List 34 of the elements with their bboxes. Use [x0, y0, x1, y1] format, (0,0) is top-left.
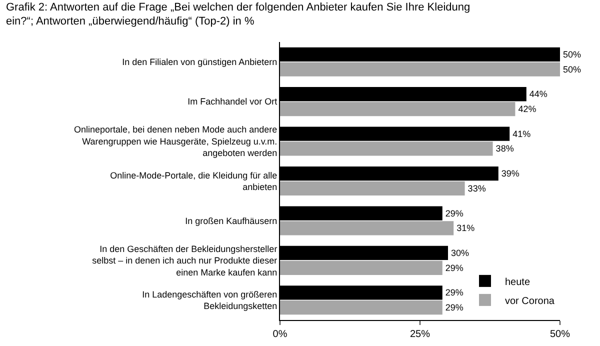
data-label: 29%: [445, 288, 464, 298]
y-tick-label: In Ladengeschäften von größeren Bekleidungsketten: [142, 289, 278, 312]
y-tick-label: In den Geschäften der Bekleidungshersteller selbst – in denen ich auch nur Produkte dieser einen Marke kaufen kann: [92, 244, 278, 278]
data-label: 33%: [468, 183, 486, 194]
x-tick-label: 0%: [272, 329, 288, 340]
bar: [280, 142, 493, 156]
x-tick-label: 25%: [410, 329, 430, 340]
data-label: 29%: [445, 302, 464, 313]
y-tick-label: Online-Mode-Portale, die Kleidung für alle anbieten: [110, 170, 278, 192]
data-label: 39%: [501, 168, 520, 179]
bar: [280, 260, 442, 275]
data-label: 41%: [512, 128, 531, 139]
data-label: 38%: [496, 144, 514, 154]
y-tick-label: Im Fachhandel vor Ort: [188, 96, 278, 107]
chart-title: Grafik 2: Antworten auf die Frage „Bei welchen der folgenden Anbieter kaufen Sie Ihre Kleidung ein?“; Antworten „überwiegend/häufig“ (Top-2) in %: [6, 1, 470, 28]
data-label: 30%: [451, 248, 470, 258]
data-label: 29%: [445, 208, 464, 218]
y-tick-label: Onlineportale, bei denen neben Mode auch andere Warengruppen wie Hausgeräte, Spielzeug u.v.m. angeboten werden: [74, 124, 278, 158]
bar: [280, 102, 516, 116]
y-tick-label: In großen Kaufhäusern: [185, 216, 278, 226]
legend-label: vor Corona: [505, 296, 555, 307]
bar: [280, 300, 442, 315]
x-tick-label: 50%: [550, 329, 570, 340]
bar: [280, 62, 560, 76]
data-label: 31%: [456, 223, 475, 234]
data-label: 50%: [563, 49, 582, 60]
legend-label: heute: [505, 276, 530, 288]
data-label: 29%: [445, 262, 464, 273]
data-label: 50%: [563, 64, 582, 74]
data-label: 42%: [518, 104, 536, 114]
bar: [280, 221, 454, 236]
data-label: 44%: [529, 89, 548, 100]
bar: [280, 181, 465, 196]
y-tick-label: In den Filialen von günstigen Anbietern: [122, 57, 278, 68]
